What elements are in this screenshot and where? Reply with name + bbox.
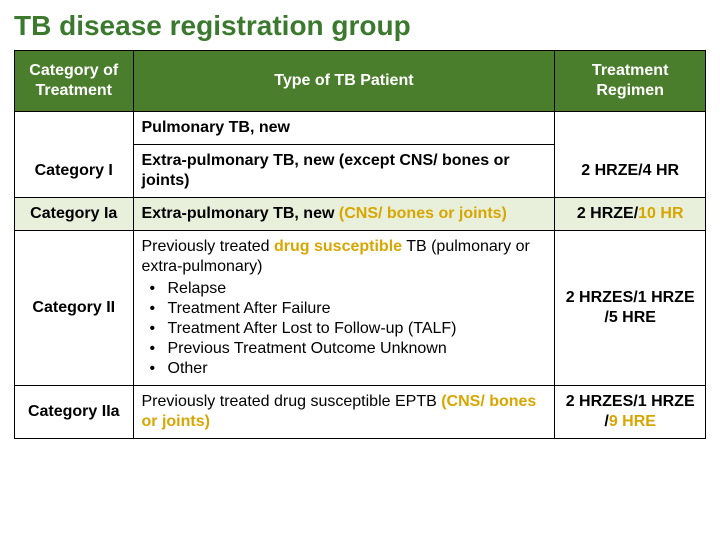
bullet-list: Relapse Treatment After Failure Treatmen… [142, 279, 547, 379]
text-highlight: 10 HR [638, 205, 683, 222]
text-pre: 2 HRZE/ [577, 205, 638, 222]
page-title: TB disease registration group [14, 10, 706, 42]
list-item: Other [146, 359, 547, 379]
header-type: Type of TB Patient [133, 51, 555, 112]
cell-catI-type1: Pulmonary TB, new [133, 112, 555, 145]
cell-catIIa-regimen: 2 HRZES/1 HRZE /9 HRE [555, 386, 706, 439]
text-pre: Previously treated [142, 238, 275, 255]
header-category: Category of Treatment [15, 51, 134, 112]
text-pre: Extra-pulmonary TB, new [142, 205, 339, 222]
table-header-row: Category of Treatment Type of TB Patient… [15, 51, 706, 112]
cell-catIa-type: Extra-pulmonary TB, new (CNS/ bones or j… [133, 198, 555, 231]
header-regimen: Treatment Regimen [555, 51, 706, 112]
cell-catIIa-label: Category IIa [15, 386, 134, 439]
table-row: Category I Extra-pulmonary TB, new (exce… [15, 145, 706, 198]
text-highlight: 9 HRE [609, 413, 656, 430]
text-pre: Previously treated drug susceptible EPTB [142, 393, 442, 410]
cell-catII-label: Category II [15, 231, 134, 386]
cell-catIa-regimen: 2 HRZE/10 HR [555, 198, 706, 231]
list-item: Treatment After Lost to Follow-up (TALF) [146, 319, 547, 339]
cell-catI-type2: Extra-pulmonary TB, new (except CNS/ bon… [133, 145, 555, 198]
cell-empty [555, 112, 706, 145]
cell-catIIa-type: Previously treated drug susceptible EPTB… [133, 386, 555, 439]
text-highlight: drug susceptible [274, 238, 402, 255]
cell-catI-regimen: 2 HRZE/4 HR [555, 145, 706, 198]
tb-registration-table: Category of Treatment Type of TB Patient… [14, 50, 706, 439]
list-item: Previous Treatment Outcome Unknown [146, 339, 547, 359]
list-item: Relapse [146, 279, 547, 299]
cell-catII-regimen: 2 HRZES/1 HRZE /5 HRE [555, 231, 706, 386]
table-row: Category IIa Previously treated drug sus… [15, 386, 706, 439]
cell-empty [15, 112, 134, 145]
cell-catIa-label: Category Ia [15, 198, 134, 231]
table-row: Category II Previously treated drug susc… [15, 231, 706, 386]
list-item: Treatment After Failure [146, 299, 547, 319]
table-row: Pulmonary TB, new [15, 112, 706, 145]
text-highlight: (CNS/ bones or joints) [339, 205, 507, 222]
table-row: Category Ia Extra-pulmonary TB, new (CNS… [15, 198, 706, 231]
cell-catII-type: Previously treated drug susceptible TB (… [133, 231, 555, 386]
cell-catI-label: Category I [15, 145, 134, 198]
